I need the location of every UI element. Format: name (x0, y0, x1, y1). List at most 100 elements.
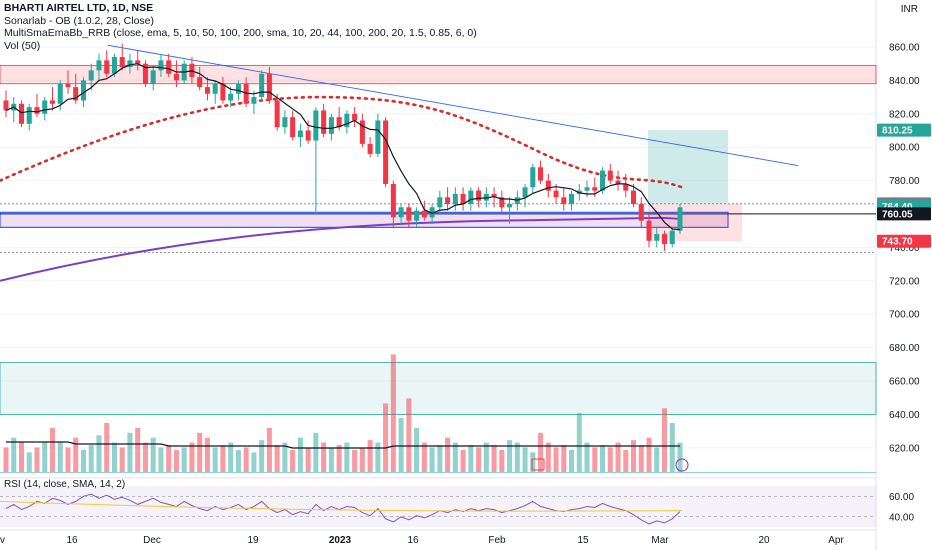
x-tick-label: 20 (758, 535, 770, 546)
dividend-marker (675, 458, 689, 472)
candle-body (80, 80, 86, 101)
volume-bar (623, 449, 629, 472)
x-tick-label: 16 (66, 535, 78, 546)
candle (669, 227, 675, 248)
candle-body (406, 207, 412, 221)
volume-bar (127, 432, 133, 472)
price-tag: 760.05 (877, 207, 931, 221)
candle-body (522, 187, 528, 198)
price-tag: 810.25 (877, 123, 931, 137)
volume-bar (460, 449, 466, 472)
candle-body (383, 120, 389, 184)
candle-body (259, 73, 265, 98)
candle-body (127, 60, 133, 68)
price-tag-text: 743.70 (882, 237, 913, 248)
indicator-multisma[interactable]: MultiSmaEmaBb_RRB (close, ema, 5, 10, 50… (4, 27, 477, 40)
candle-body (204, 87, 210, 94)
y-tick-label: 780.00 (889, 176, 920, 187)
price-tag-bg (877, 123, 931, 137)
candle-body (65, 83, 71, 88)
symbol-title[interactable]: BHARTI AIRTEL LTD, 1D, NSE (4, 2, 154, 14)
candle-body (545, 180, 551, 191)
candle-body (584, 187, 590, 191)
volume-bar (514, 442, 520, 472)
candle (638, 197, 644, 228)
volume-bar (266, 427, 272, 472)
volume-bar (421, 442, 427, 472)
candle (313, 107, 319, 214)
volume-bar (212, 447, 218, 472)
y-tick-label: 620.00 (889, 443, 920, 454)
target-box (648, 130, 728, 204)
candle (406, 203, 412, 228)
volume-bar (491, 445, 497, 472)
candle (460, 187, 466, 211)
candle (266, 67, 272, 104)
ma200-line (0, 216, 683, 282)
candle-body (49, 100, 56, 104)
volume-bar (297, 437, 303, 472)
candle-body (437, 197, 443, 208)
volume-bar (607, 447, 613, 472)
candle (522, 183, 528, 208)
volume-bar (429, 447, 435, 472)
x-tick-label: Feb (488, 535, 506, 546)
rsi-band (0, 486, 876, 527)
candle-body (18, 103, 25, 124)
x-tick-label: Dec (143, 535, 161, 546)
candle-body (476, 190, 482, 201)
candle-body (26, 107, 32, 124)
volume-bar (383, 403, 389, 472)
volume-bar (522, 447, 528, 472)
candle-body (173, 73, 179, 81)
candle-body (266, 73, 272, 101)
candle (569, 190, 575, 211)
volume-bar (290, 449, 296, 472)
x-tick-label: Mar (651, 535, 669, 546)
volume-bar (119, 447, 125, 472)
indicator-sonarlab[interactable]: Sonarlab - OB (1.0.2, 28, Close) (4, 14, 154, 27)
candle-body (142, 63, 148, 84)
y-tick-label: 660.00 (889, 377, 920, 388)
candle-body (638, 203, 644, 221)
candle-body (34, 107, 40, 114)
candle (375, 113, 381, 158)
candle (49, 87, 56, 111)
candle-body (646, 220, 652, 241)
sma-line (5, 63, 681, 231)
rsi-legend[interactable]: RSI (14, close, SMA, 14, 2) (4, 479, 126, 490)
candle-body (429, 207, 435, 218)
candle (212, 80, 218, 104)
price-tag-text: 810.25 (882, 126, 913, 137)
candle (119, 43, 125, 71)
volume-bar (530, 452, 536, 472)
candle-body (344, 113, 350, 128)
candle-body (607, 170, 613, 181)
volume-bar (561, 445, 567, 472)
volume-bar (274, 445, 280, 472)
volume-bar (321, 442, 327, 472)
volume-bar (135, 427, 141, 472)
x-tick-label: Apr (828, 535, 844, 546)
volume-bar (677, 442, 683, 472)
indicator-volume[interactable]: Vol (50) (4, 39, 41, 52)
volume-bar (204, 437, 210, 472)
order-block-zone (0, 211, 729, 228)
candle-body (600, 170, 606, 191)
volume-bar (592, 447, 598, 472)
candle-body (3, 100, 9, 111)
x-tick-label: 2023 (329, 535, 352, 546)
price-tag-text: 760.05 (882, 209, 913, 220)
candle (607, 163, 613, 184)
candle (11, 97, 17, 123)
candle (398, 203, 404, 225)
candle (499, 190, 505, 214)
candle-body (460, 193, 466, 204)
volume-bar (26, 452, 32, 472)
candle (383, 117, 389, 188)
x-tick-label: 19 (247, 535, 259, 546)
volume-bar (57, 442, 63, 472)
volume-bar (259, 440, 265, 472)
volume-bar (150, 437, 156, 472)
